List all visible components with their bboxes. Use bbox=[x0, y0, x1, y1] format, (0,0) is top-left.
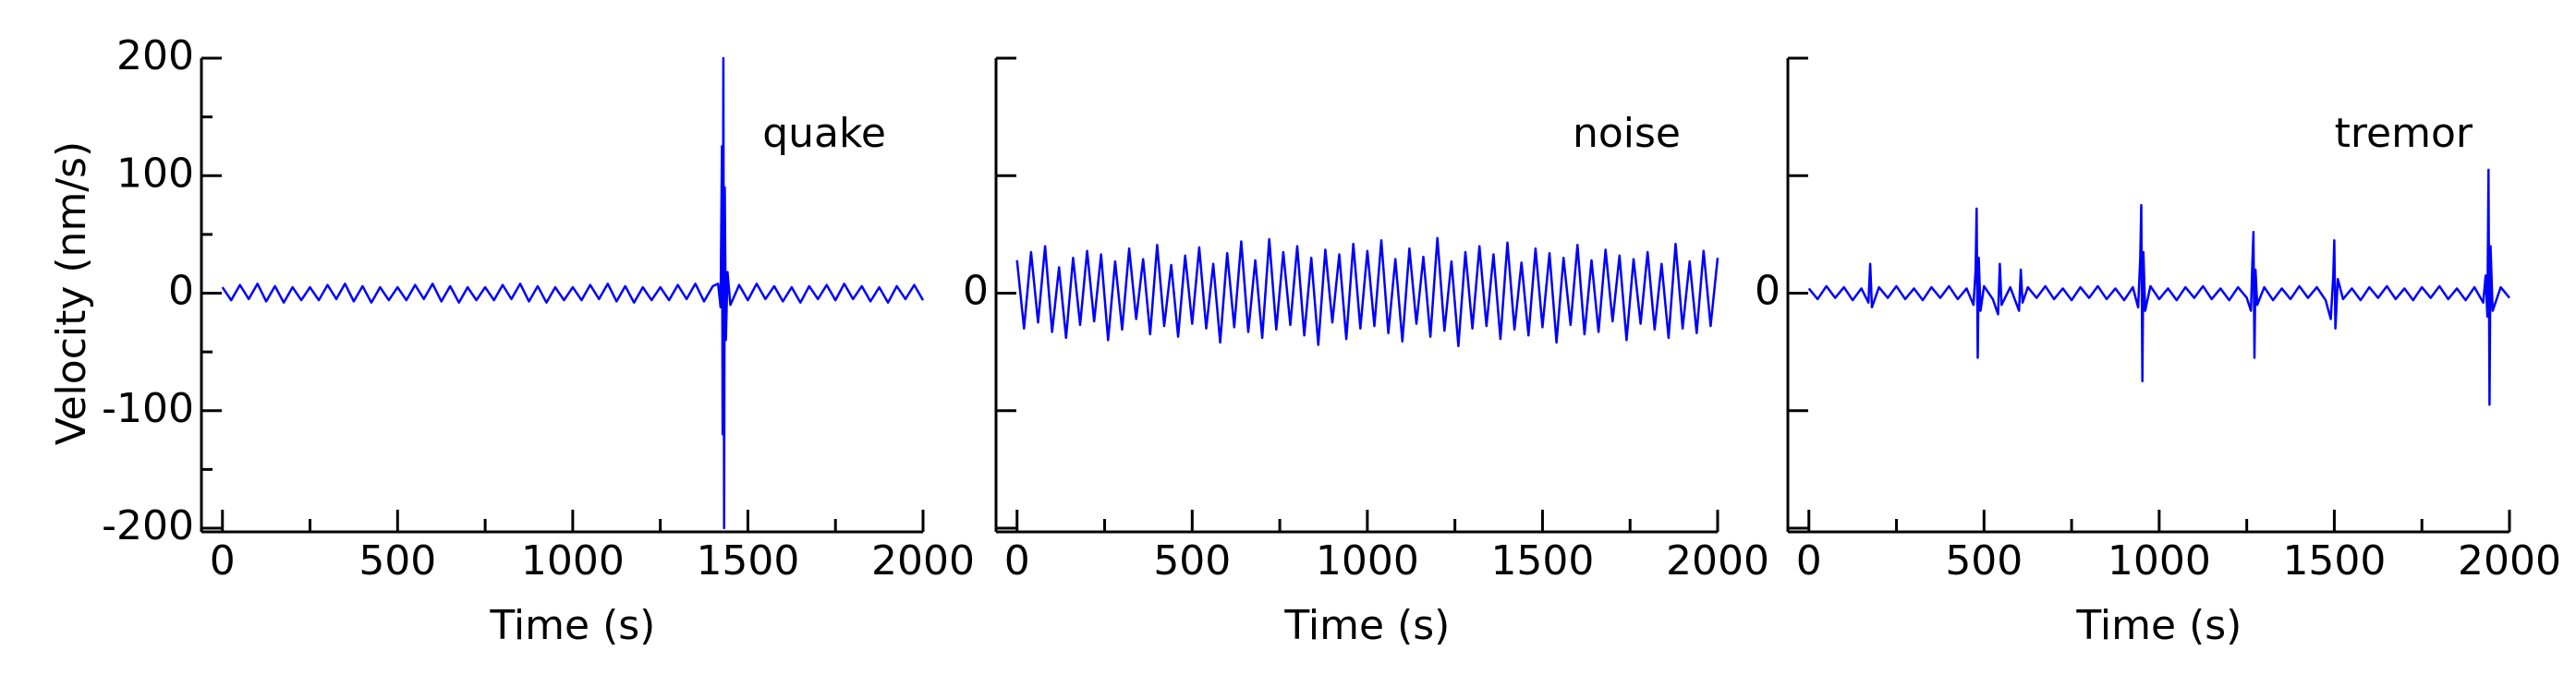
annotation: noise bbox=[1573, 110, 1681, 157]
x-tick-label: 2000 bbox=[2458, 537, 2561, 585]
panel: 0 0 500 1000 1500 2000 Time (s) tremor bbox=[1755, 56, 2561, 649]
x-tick-label: 1500 bbox=[2282, 537, 2386, 585]
y-tick-label: 0 bbox=[1755, 268, 1780, 315]
x-tick-label: 1000 bbox=[2108, 537, 2211, 585]
x-tick-label: 1500 bbox=[1490, 537, 1594, 585]
x-tick-label: 1000 bbox=[1316, 537, 1419, 585]
x-tick-label: 0 bbox=[210, 537, 236, 585]
waveform bbox=[1015, 236, 1719, 348]
x-tick-label: 2000 bbox=[871, 537, 975, 585]
x-tick-label: 1000 bbox=[521, 537, 625, 585]
y-tick-label: 200 bbox=[116, 32, 194, 79]
annotation: quake bbox=[762, 110, 886, 157]
x-tick-label: 500 bbox=[358, 537, 436, 585]
y-tick-label: 0 bbox=[963, 268, 989, 315]
y-tick-label: 100 bbox=[116, 150, 194, 197]
annotation: tremor bbox=[2335, 110, 2473, 157]
x-tick-label: 500 bbox=[1153, 537, 1231, 585]
x-axis-label: Time (s) bbox=[1283, 602, 1450, 649]
y-axis-label: Velocity (nm/s) bbox=[48, 141, 95, 445]
x-tick-label: 500 bbox=[1945, 537, 2023, 585]
waveform bbox=[1807, 168, 2510, 406]
x-tick-label: 2000 bbox=[1666, 537, 1769, 585]
y-tick-label: -200 bbox=[102, 502, 194, 549]
x-axis-label: Time (s) bbox=[489, 602, 655, 649]
y-tick-label: -100 bbox=[102, 385, 194, 432]
x-axis-label: Time (s) bbox=[2075, 602, 2242, 649]
y-tick-label: 0 bbox=[168, 268, 194, 315]
panel: 0 0 500 1000 1500 2000 Time (s) noise bbox=[963, 56, 1769, 649]
waveform bbox=[221, 56, 925, 530]
x-tick-label: 0 bbox=[1004, 537, 1030, 585]
x-tick-label: 1500 bbox=[696, 537, 799, 585]
x-tick-label: 0 bbox=[1796, 537, 1822, 585]
